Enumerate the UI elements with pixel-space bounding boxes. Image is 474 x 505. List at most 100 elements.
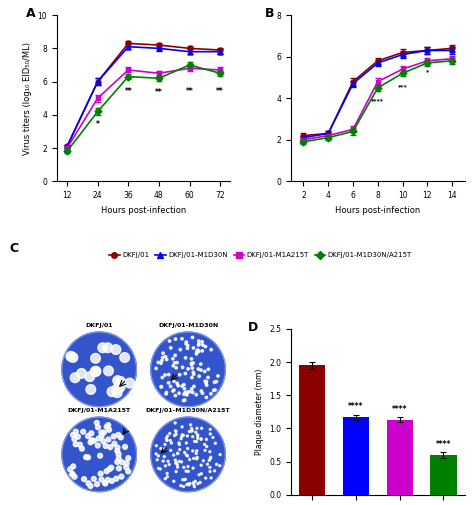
Circle shape (167, 373, 170, 376)
X-axis label: Hours post-infection: Hours post-infection (101, 206, 186, 215)
Circle shape (208, 460, 210, 462)
Circle shape (185, 442, 187, 444)
Circle shape (184, 451, 186, 453)
Bar (387, 420, 413, 495)
Circle shape (94, 421, 99, 425)
Circle shape (167, 382, 170, 384)
Circle shape (192, 458, 195, 460)
Circle shape (191, 362, 193, 365)
Circle shape (177, 384, 179, 387)
Circle shape (107, 467, 112, 472)
Circle shape (187, 368, 189, 370)
Title: DKFJ/01-M1D30N/A215T: DKFJ/01-M1D30N/A215T (146, 408, 230, 413)
Circle shape (124, 465, 128, 470)
Circle shape (116, 432, 121, 437)
Circle shape (166, 439, 168, 441)
Circle shape (191, 428, 192, 430)
Circle shape (99, 434, 104, 439)
Circle shape (115, 460, 120, 465)
Circle shape (192, 347, 195, 349)
Circle shape (89, 438, 94, 443)
Circle shape (184, 372, 187, 375)
Circle shape (200, 464, 202, 466)
Circle shape (107, 387, 117, 396)
Circle shape (194, 480, 196, 482)
Circle shape (186, 347, 189, 349)
Circle shape (193, 483, 195, 485)
Circle shape (72, 474, 77, 479)
Circle shape (183, 467, 185, 468)
Text: ****: **** (392, 405, 408, 414)
Circle shape (94, 482, 100, 487)
Circle shape (89, 431, 94, 436)
Circle shape (204, 449, 206, 451)
Circle shape (171, 442, 173, 444)
Circle shape (178, 443, 181, 445)
Circle shape (182, 434, 183, 436)
Circle shape (106, 423, 110, 428)
Circle shape (162, 357, 164, 359)
Circle shape (114, 476, 118, 481)
Circle shape (164, 465, 166, 467)
Circle shape (107, 427, 111, 432)
X-axis label: Hours post-infection: Hours post-infection (335, 206, 420, 215)
Bar (430, 455, 456, 495)
Circle shape (198, 474, 200, 476)
Circle shape (193, 440, 196, 442)
Circle shape (166, 472, 168, 474)
Circle shape (109, 465, 114, 470)
Circle shape (173, 434, 175, 436)
Text: ***: *** (398, 84, 408, 89)
Circle shape (101, 439, 106, 444)
Circle shape (207, 463, 209, 465)
Circle shape (82, 477, 86, 482)
Circle shape (174, 422, 176, 424)
Circle shape (197, 435, 199, 437)
Circle shape (96, 425, 100, 430)
Circle shape (174, 338, 177, 340)
Circle shape (200, 438, 202, 440)
Polygon shape (151, 332, 225, 407)
Text: A: A (26, 7, 35, 20)
Y-axis label: Plaque diameter (mm): Plaque diameter (mm) (255, 369, 264, 455)
Text: *: * (426, 69, 429, 74)
Circle shape (103, 343, 113, 352)
Bar (299, 365, 325, 495)
Circle shape (162, 352, 164, 355)
Circle shape (175, 433, 177, 435)
Circle shape (172, 358, 174, 360)
Circle shape (207, 368, 210, 371)
Circle shape (125, 378, 135, 388)
Circle shape (205, 380, 208, 383)
Circle shape (173, 389, 175, 391)
Circle shape (164, 356, 167, 358)
Circle shape (204, 380, 206, 382)
Circle shape (197, 437, 199, 439)
Circle shape (91, 354, 100, 363)
Circle shape (184, 478, 186, 480)
Circle shape (217, 375, 219, 377)
Circle shape (165, 358, 168, 361)
Text: C: C (9, 242, 18, 256)
Circle shape (177, 452, 179, 454)
Circle shape (174, 354, 176, 357)
Text: D: D (248, 321, 258, 333)
Circle shape (209, 467, 211, 469)
Circle shape (190, 358, 193, 360)
Circle shape (196, 458, 198, 460)
Text: ****: **** (371, 98, 384, 103)
Circle shape (209, 471, 211, 473)
Circle shape (179, 448, 181, 450)
Circle shape (170, 346, 172, 349)
Circle shape (205, 382, 207, 384)
Circle shape (198, 350, 200, 352)
Circle shape (101, 430, 106, 435)
Circle shape (77, 369, 86, 378)
Circle shape (191, 376, 193, 379)
Polygon shape (62, 332, 137, 407)
Circle shape (192, 362, 194, 364)
Circle shape (161, 360, 163, 362)
Circle shape (159, 468, 161, 470)
Circle shape (196, 450, 198, 452)
Circle shape (98, 453, 102, 458)
